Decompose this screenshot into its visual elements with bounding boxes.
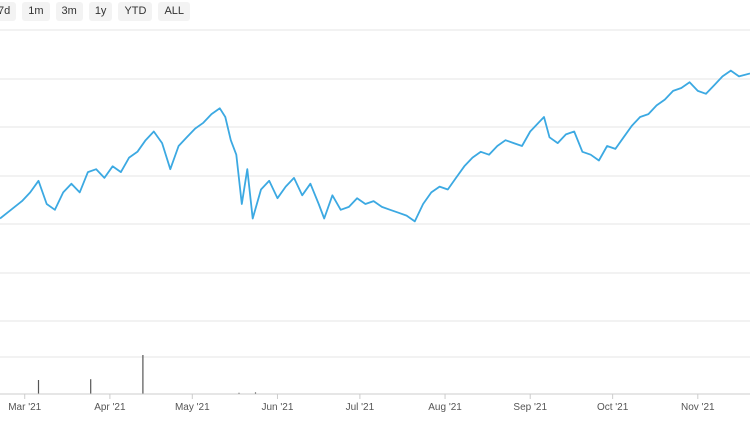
range-1m-button[interactable]: 1m [22, 1, 50, 21]
range-all-button[interactable]: ALL [158, 1, 191, 21]
range-selector: 7d 1m 3m 1y YTD ALL [0, 0, 191, 22]
volume-bar [238, 392, 240, 394]
x-axis-ticks: Mar '21 Apr '21 May '21 Jun '21 Jul '21 Aug '… [8, 394, 715, 413]
volume-bar [142, 355, 144, 394]
volume-bar [90, 379, 92, 394]
volume-bar [254, 392, 257, 394]
volume-bar [37, 380, 40, 394]
x-tick-label: Aug '21 [428, 402, 462, 413]
range-3m-button[interactable]: 3m [55, 1, 83, 21]
range-1y-button[interactable]: 1y [88, 1, 113, 21]
x-tick-label: Sep '21 [513, 402, 547, 413]
grid-lines [0, 29, 750, 358]
x-tick-label: Mar '21 [8, 402, 41, 413]
x-tick-label: Oct '21 [597, 402, 629, 413]
price-series-line [0, 69, 750, 223]
range-ytd-button[interactable]: YTD [118, 1, 153, 21]
x-tick-label: Jul '21 [346, 402, 375, 413]
x-tick-label: Apr '21 [94, 402, 126, 413]
range-7d-button[interactable]: 7d [0, 1, 17, 21]
x-tick-label: Jun '21 [262, 402, 294, 413]
x-tick-label: May '21 [175, 402, 210, 413]
volume-bars [37, 355, 257, 394]
x-tick-label: Nov '21 [681, 402, 715, 413]
